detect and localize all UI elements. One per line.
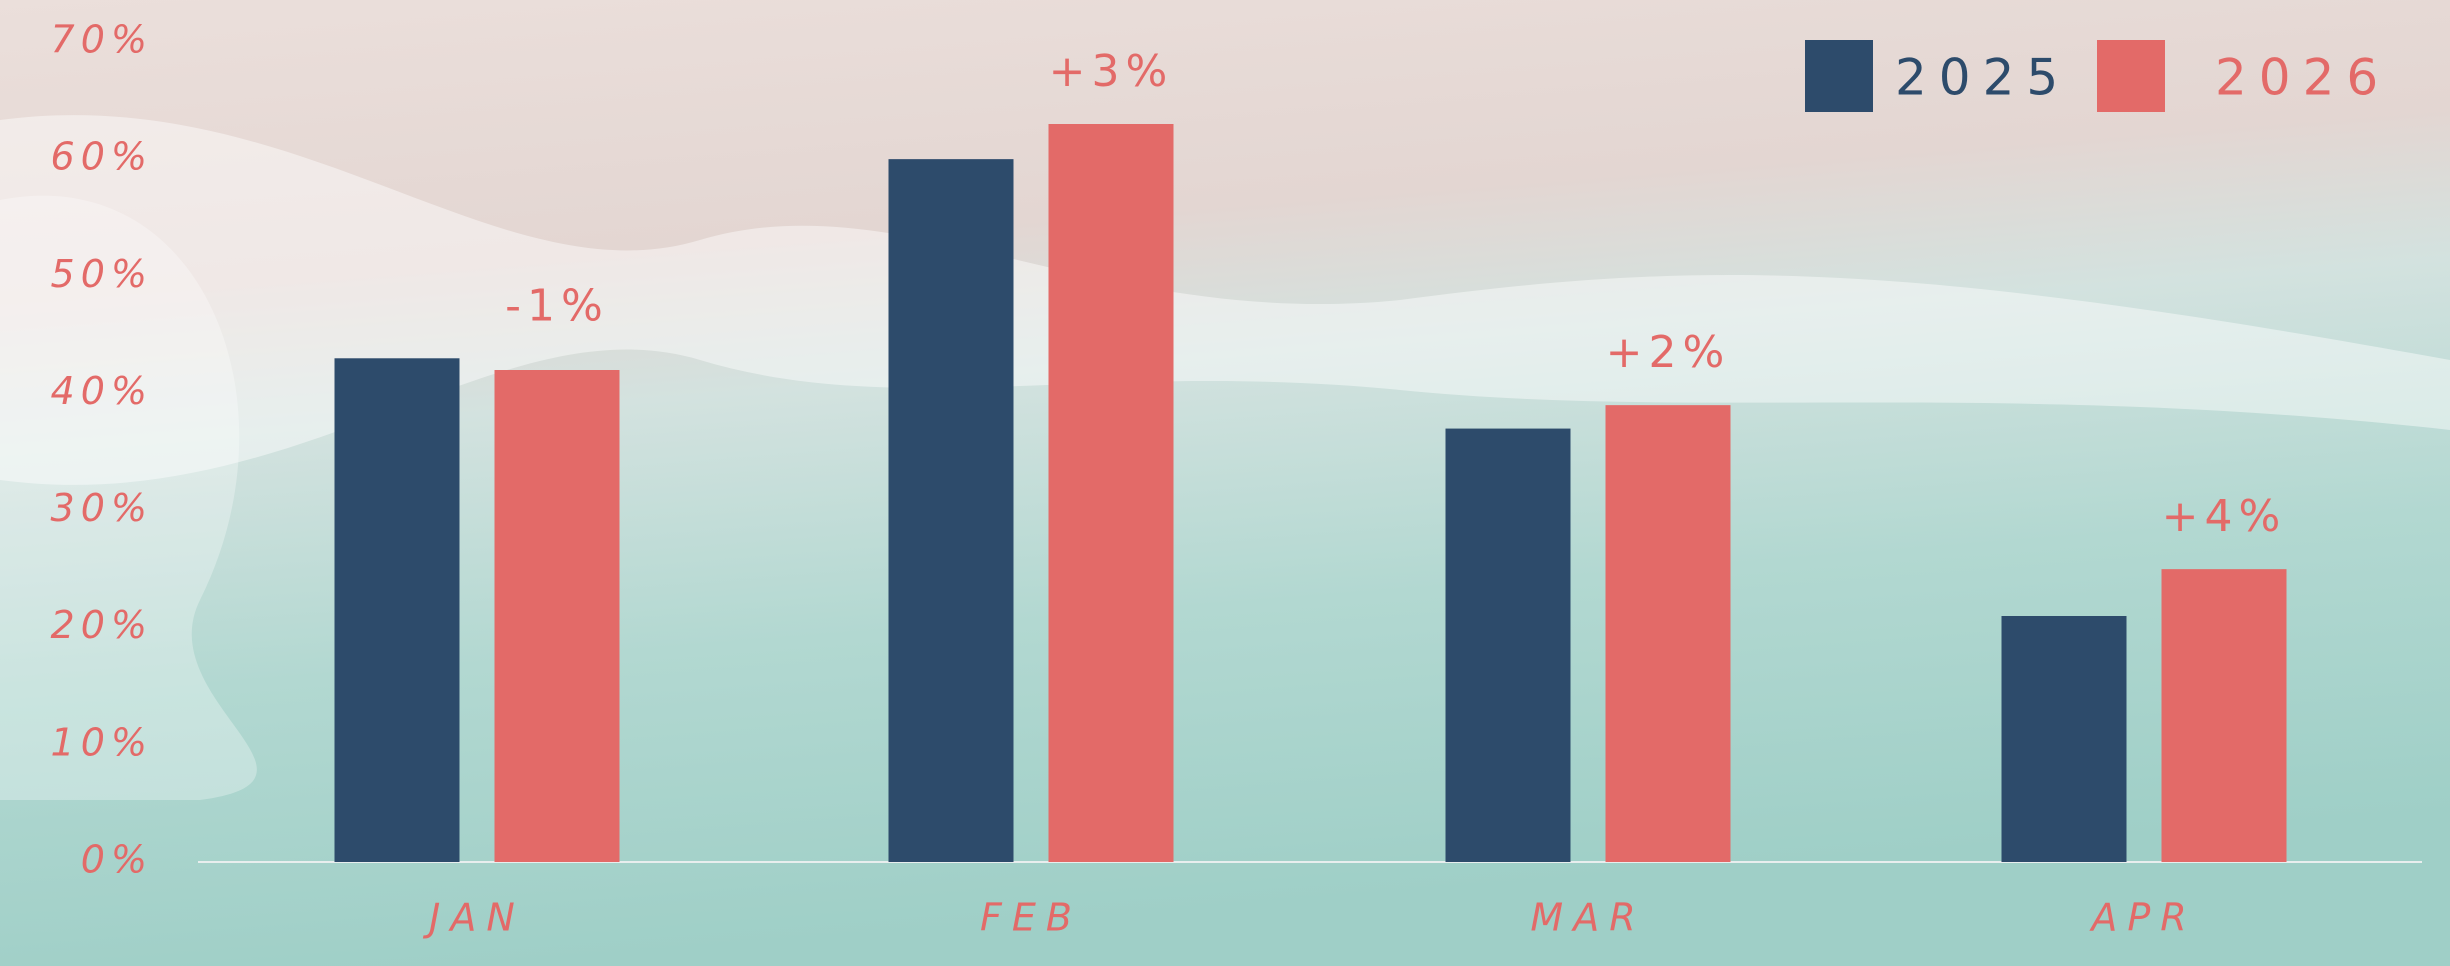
annotation: +3% (1049, 46, 1174, 97)
y-tick-label: 40% (51, 369, 153, 413)
y-tick-label: 10% (51, 720, 153, 764)
x-tick-label: MAR (1530, 896, 1645, 940)
annotation: +4% (2162, 491, 2287, 542)
y-tick-label: 50% (51, 252, 153, 296)
y-tick-label: 0% (81, 838, 153, 882)
bar (2161, 569, 2287, 862)
bar (1048, 124, 1174, 862)
bar (1605, 405, 1731, 862)
bar (1445, 428, 1571, 862)
legend-swatch (1805, 40, 1873, 112)
y-tick-label: 60% (51, 135, 153, 179)
annotation: +2% (1606, 327, 1731, 378)
x-tick-label: APR (2088, 896, 2196, 940)
annotation: -1% (505, 280, 609, 331)
y-tick-label: 70% (51, 18, 153, 62)
wave-foam (0, 195, 257, 800)
legend-label: 2026 (2215, 49, 2390, 107)
bar (334, 358, 460, 862)
x-tick-label: JAN (422, 896, 525, 940)
legend-label: 2025 (1895, 49, 2070, 107)
bar (888, 159, 1014, 863)
bar (494, 370, 620, 862)
bar (2001, 616, 2127, 862)
y-tick-label: 20% (51, 603, 153, 647)
wave-foam (0, 115, 2450, 485)
legend-swatch (2097, 40, 2165, 112)
y-tick-label: 30% (51, 486, 153, 530)
x-tick-label: FEB (980, 896, 1082, 940)
